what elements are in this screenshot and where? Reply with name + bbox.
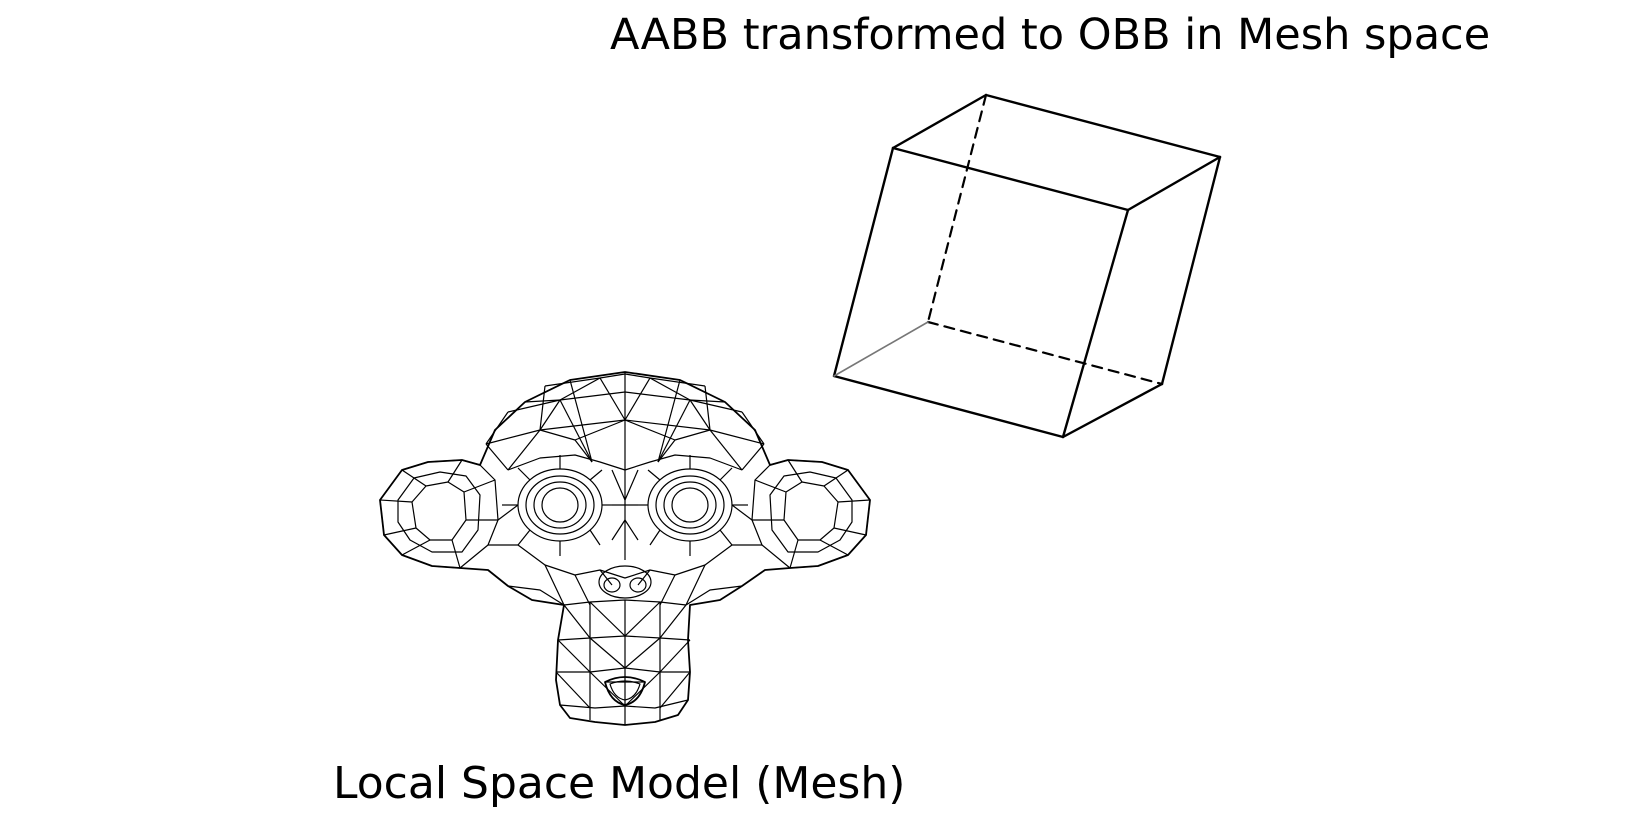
mesh-nose — [598, 565, 652, 599]
obb-hidden-edge-bottom-back — [926, 320, 1164, 386]
obb-edge-top-back — [984, 93, 1222, 159]
obb-edge-top-left — [891, 93, 988, 150]
mesh-right-eye — [638, 455, 748, 556]
mesh-right-ear — [731, 459, 871, 569]
mesh-mouth — [604, 676, 646, 706]
mesh-left-eye — [502, 455, 612, 556]
obb-box — [832, 93, 1222, 439]
mesh-left-ear — [379, 459, 519, 569]
obb-edge-top-right — [1126, 155, 1222, 212]
obb-hidden-edge-bottom-left — [833, 321, 929, 377]
obb-edge-top-front — [891, 146, 1130, 212]
obb-edge-bottom-right — [1061, 382, 1164, 439]
obb-caption: AABB transformed to OBB in Mesh space — [610, 10, 1491, 60]
obb-edge-bottom-front — [832, 374, 1065, 439]
obb-hidden-edge-vertical — [926, 93, 988, 324]
obb-edge-left-front — [832, 146, 895, 378]
mesh-caption: Local Space Model (Mesh) — [333, 758, 906, 809]
wireframe-mesh — [379, 371, 871, 726]
obb-edge-right-front — [1061, 208, 1130, 439]
mesh-muzzle — [555, 599, 691, 725]
obb-edge-right-back — [1160, 155, 1222, 386]
